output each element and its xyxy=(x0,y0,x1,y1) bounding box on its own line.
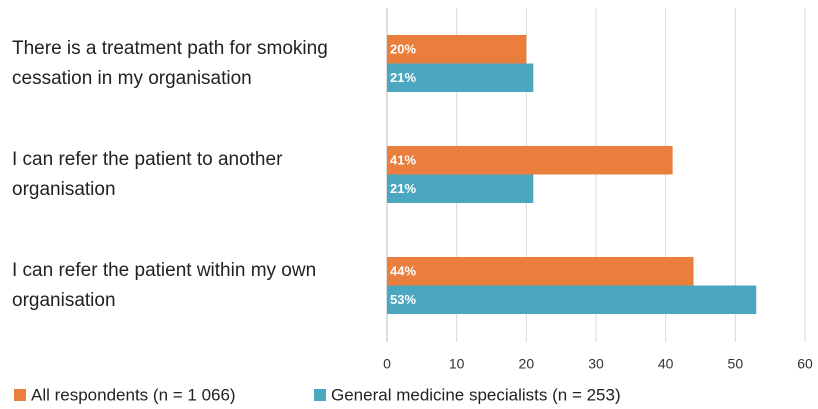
x-tick-label: 40 xyxy=(658,356,674,372)
category-label: I can refer the patient to another organ… xyxy=(12,148,283,200)
value-label: 20% xyxy=(390,42,416,57)
value-label: 53% xyxy=(390,292,416,307)
bar xyxy=(387,257,694,286)
bar xyxy=(387,35,527,64)
value-label: 41% xyxy=(390,153,416,168)
x-tick-label: 50 xyxy=(728,356,744,372)
bar xyxy=(387,285,757,314)
x-tick-label: 60 xyxy=(797,356,813,372)
value-label: 21% xyxy=(390,70,416,85)
x-tick-label: 0 xyxy=(383,356,391,372)
legend-swatch xyxy=(314,389,326,401)
legend-label: General medicine specialists (n = 253) xyxy=(331,385,621,404)
bar xyxy=(387,146,673,175)
category-label: I can refer the patient within my own or… xyxy=(12,259,317,311)
value-label: 44% xyxy=(390,264,416,279)
bar xyxy=(387,63,534,92)
x-tick-label: 10 xyxy=(449,356,465,372)
bar xyxy=(387,174,534,203)
category-label: There is a treatment path for smoking ce… xyxy=(12,37,328,89)
legend-label: All respondents (n = 1 066) xyxy=(31,385,236,404)
x-tick-label: 20 xyxy=(519,356,535,372)
value-label: 21% xyxy=(390,181,416,196)
legend-swatch xyxy=(14,389,26,401)
x-tick-label: 30 xyxy=(588,356,604,372)
